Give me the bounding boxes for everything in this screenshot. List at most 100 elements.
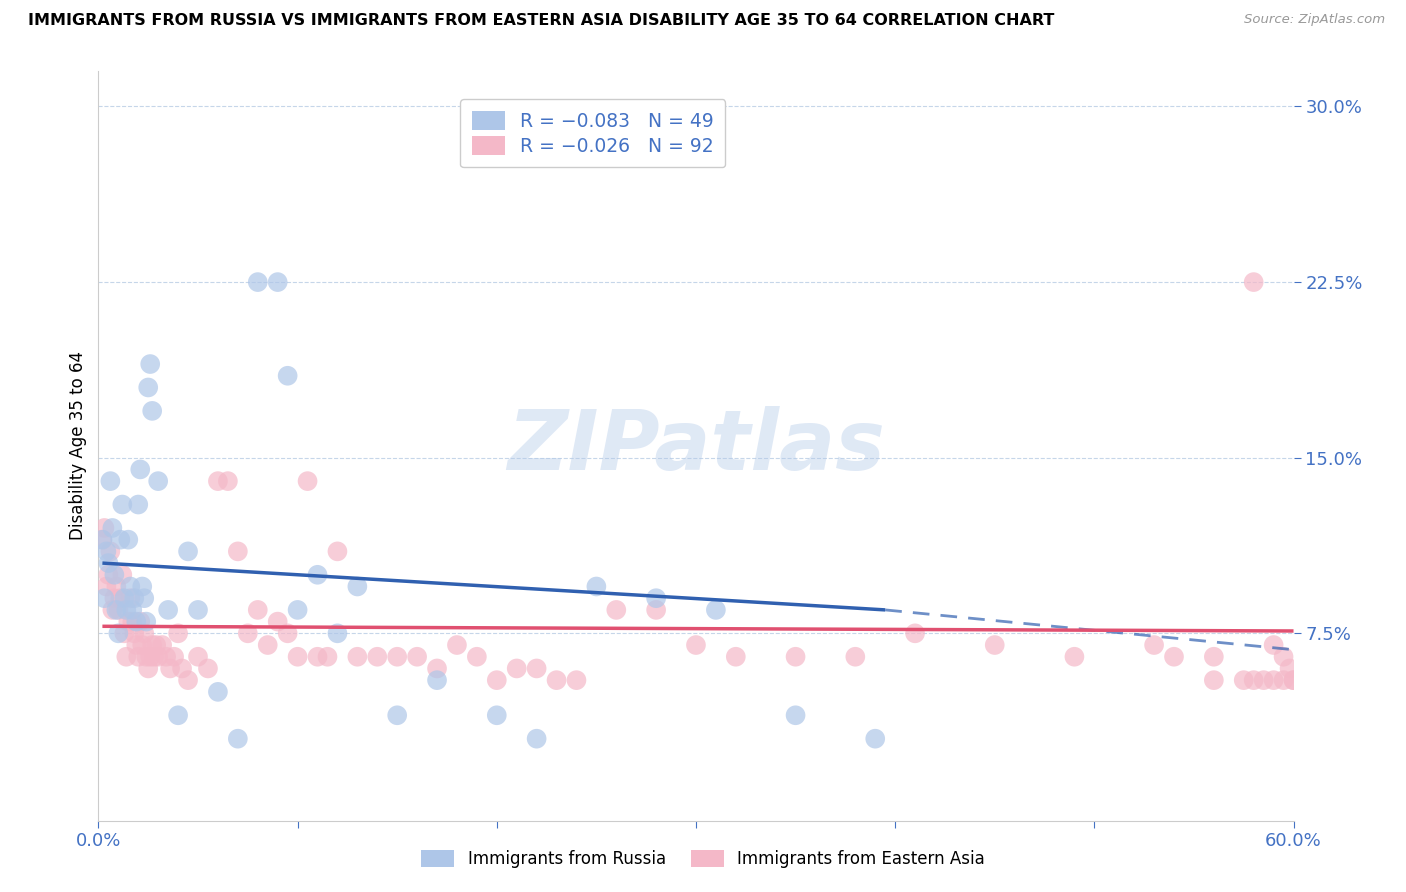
- Point: [96, 580, 118, 594]
- Point: [207, 685, 229, 699]
- Point: [134, 591, 156, 606]
- Point: [93, 521, 115, 535]
- Point: [115, 649, 138, 664]
- Point: [1282, 673, 1305, 688]
- Point: [91, 533, 114, 547]
- Point: [585, 580, 607, 594]
- Point: [1362, 685, 1385, 699]
- Point: [1233, 673, 1256, 688]
- Point: [187, 649, 209, 664]
- Point: [1143, 638, 1166, 652]
- Point: [704, 603, 727, 617]
- Point: [131, 638, 153, 652]
- Point: [135, 615, 157, 629]
- Point: [148, 649, 170, 664]
- Point: [167, 626, 190, 640]
- Point: [177, 673, 200, 688]
- Point: [91, 533, 114, 547]
- Point: [1322, 685, 1344, 699]
- Point: [287, 649, 309, 664]
- Point: [485, 708, 508, 723]
- Point: [98, 544, 122, 558]
- Point: [145, 638, 167, 652]
- Point: [526, 731, 548, 746]
- Point: [267, 615, 290, 629]
- Point: [97, 556, 120, 570]
- Point: [645, 603, 668, 617]
- Point: [150, 638, 173, 652]
- Point: [645, 591, 668, 606]
- Point: [159, 661, 181, 675]
- Point: [1202, 649, 1225, 664]
- Point: [385, 708, 409, 723]
- Point: [1063, 649, 1085, 664]
- Point: [226, 731, 249, 746]
- Point: [1282, 673, 1305, 688]
- Point: [103, 591, 125, 606]
- Point: [326, 544, 349, 558]
- Point: [124, 626, 146, 640]
- Point: [316, 649, 339, 664]
- Text: IMMIGRANTS FROM RUSSIA VS IMMIGRANTS FROM EASTERN ASIA DISABILITY AGE 35 TO 64 C: IMMIGRANTS FROM RUSSIA VS IMMIGRANTS FRO…: [28, 13, 1054, 29]
- Point: [103, 567, 125, 582]
- Point: [226, 544, 249, 558]
- Point: [366, 649, 388, 664]
- Point: [129, 462, 152, 476]
- Legend: Immigrants from Russia, Immigrants from Eastern Asia: Immigrants from Russia, Immigrants from …: [415, 843, 991, 875]
- Point: [157, 603, 180, 617]
- Y-axis label: Disability Age 35 to 64: Disability Age 35 to 64: [69, 351, 87, 541]
- Point: [844, 649, 866, 664]
- Point: [446, 638, 468, 652]
- Point: [1263, 673, 1285, 688]
- Point: [297, 474, 319, 488]
- Point: [785, 708, 807, 723]
- Point: [125, 638, 148, 652]
- Point: [307, 567, 329, 582]
- Point: [1272, 649, 1295, 664]
- Point: [1243, 673, 1265, 688]
- Point: [105, 603, 128, 617]
- Point: [465, 649, 488, 664]
- Point: [141, 404, 163, 418]
- Point: [685, 638, 707, 652]
- Point: [107, 603, 129, 617]
- Point: [115, 603, 138, 617]
- Legend: R = −0.083   N = 49, R = −0.026   N = 92: R = −0.083 N = 49, R = −0.026 N = 92: [460, 100, 725, 168]
- Point: [526, 661, 548, 675]
- Point: [125, 615, 148, 629]
- Point: [426, 673, 449, 688]
- Point: [129, 615, 152, 629]
- Point: [135, 649, 157, 664]
- Point: [346, 580, 368, 594]
- Point: [172, 661, 194, 675]
- Point: [110, 533, 132, 547]
- Point: [724, 649, 747, 664]
- Point: [177, 544, 200, 558]
- Point: [127, 498, 149, 512]
- Point: [246, 275, 269, 289]
- Point: [124, 591, 146, 606]
- Point: [426, 661, 449, 675]
- Text: Source: ZipAtlas.com: Source: ZipAtlas.com: [1244, 13, 1385, 27]
- Text: ZIPatlas: ZIPatlas: [508, 406, 884, 486]
- Point: [1302, 685, 1324, 699]
- Point: [187, 603, 209, 617]
- Point: [236, 626, 259, 640]
- Point: [565, 673, 588, 688]
- Point: [131, 580, 153, 594]
- Point: [117, 533, 139, 547]
- Point: [107, 626, 129, 640]
- Point: [287, 603, 309, 617]
- Point: [120, 580, 142, 594]
- Point: [136, 380, 159, 394]
- Point: [1272, 673, 1295, 688]
- Point: [136, 661, 159, 675]
- Point: [267, 275, 290, 289]
- Point: [485, 673, 508, 688]
- Point: [121, 603, 143, 617]
- Point: [346, 649, 368, 664]
- Point: [98, 474, 122, 488]
- Point: [112, 591, 135, 606]
- Point: [246, 603, 269, 617]
- Point: [101, 603, 124, 617]
